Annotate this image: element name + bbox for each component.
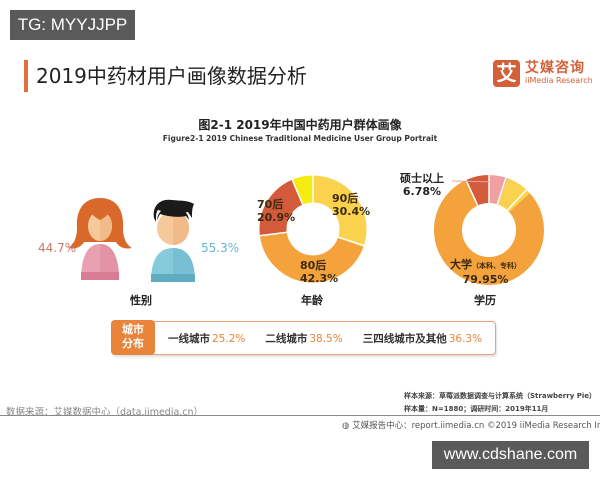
iimedia-logo: 艾 艾媒咨询 iiMedia Research [493,60,593,87]
watermark-top: TG: MYYJJPP [10,10,135,40]
education-master-label: 硕士以上 6.78% [400,172,444,198]
education-donut-chart [434,175,544,285]
data-source: 数据来源：艾媒数据中心（data.iimedia.cn） [6,407,204,418]
figure-subtitle: Figure2-1 2019 Chinese Traditional Medic… [162,134,438,143]
age-90-label: 90后 30.4% [332,192,371,218]
age-70-label: 70后 20.9% [257,198,296,224]
city-distribution-tag: 城市 分布 [111,320,155,355]
figure-title: 图2-1 2019年中国中药用户群体画像 [198,118,402,132]
report-center: ◍ 艾媒报告中心：report.iimedia.cn ©2019 iiMedia… [342,421,600,431]
city-distribution-box: 城市 分布 一线城市 25.2% 二线城市 38.5% 三四线城市及其他 36.3% [111,320,496,355]
education-label: 学历 [474,294,496,307]
age-80-label: 80后 42.3% [300,259,339,285]
female-percentage: 44.7% [38,241,77,255]
city-item-tier1: 一线城市 25.2% [168,332,246,345]
city-item-tier2: 二线城市 38.5% [265,332,343,345]
age-label: 年龄 [301,294,323,307]
logo-mark-icon: 艾 [493,60,520,87]
sample-source-note: 样本来源：草莓派数据调查与计算系统（Strawberry Pie） [404,392,596,400]
male-percentage: 55.3% [201,241,240,255]
page-title: 2019中药材用户画像数据分析 [36,64,307,88]
education-college-label: 大学（本科、专科） 79.95% [450,258,521,286]
footer-divider [0,415,600,416]
city-item-tier34: 三四线城市及其他 36.3% [362,332,483,345]
logo-en-text: iiMedia Research [525,76,593,85]
female-figure-icon [68,198,132,280]
gender-label: 性别 [130,294,152,307]
sample-size-note: 样本量：N=1880；调研时间：2019年11月 [404,405,549,413]
watermark-bottom: www.cdshane.com [432,441,589,469]
male-figure-icon [151,199,195,282]
master-leader-line [452,180,500,183]
logo-cn-text: 艾媒咨询 [525,60,585,76]
age-donut-chart [259,175,367,283]
globe-icon: ◍ [342,421,353,431]
title-accent-bar [24,60,28,92]
